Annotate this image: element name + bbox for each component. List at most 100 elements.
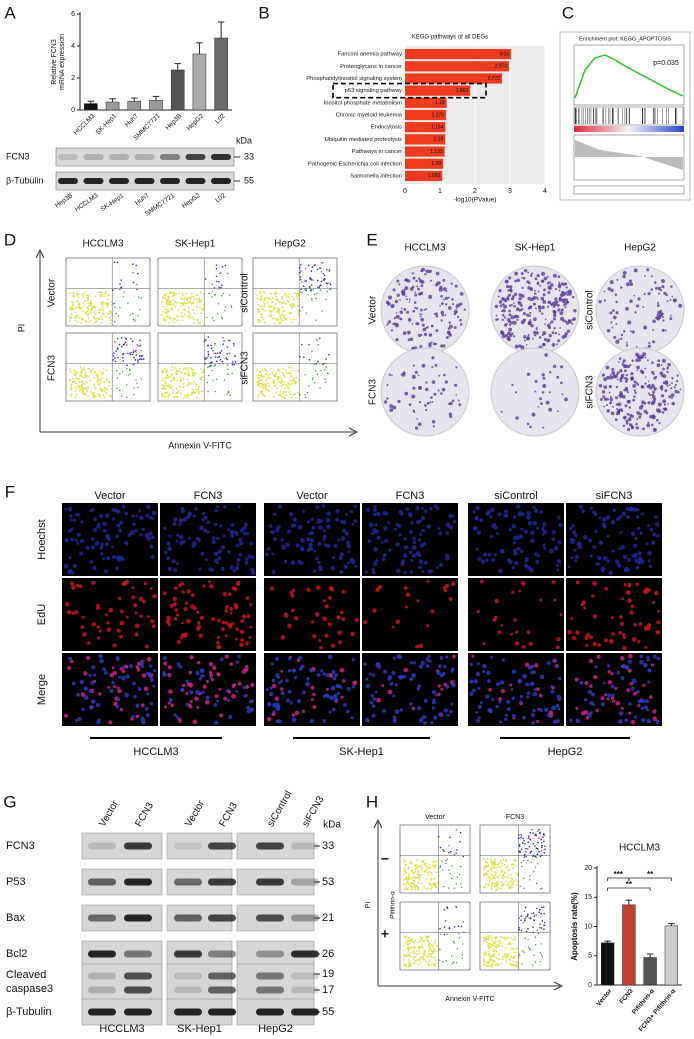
nucleus [163,526,167,530]
nucleus [518,700,523,704]
event-dot [428,953,431,955]
blot-band [256,986,284,994]
nucleus [229,662,234,667]
nucleus [546,660,551,665]
event-dot [496,945,499,947]
event-dot [259,298,262,301]
event-dot [112,352,115,354]
colony [517,301,520,304]
flow-plot [65,332,151,402]
nucleus [395,568,401,574]
nucleus [330,643,336,648]
nucleus [292,517,298,523]
event-dot [171,366,174,368]
nucleus [286,698,291,703]
event-dot [311,297,313,300]
event-dot [101,306,104,309]
nucleus [354,680,358,684]
nucleus [567,565,571,569]
colony [679,388,682,391]
event-dot [260,386,263,388]
value-label: 2.974 [495,64,508,70]
event-dot [87,308,90,311]
event-dot [503,864,506,866]
event-dot [88,367,91,370]
nucleus [111,554,116,559]
colony-well [490,265,580,355]
event-dot [453,926,456,928]
nucleus [216,699,220,703]
nucleus [533,688,537,692]
colony [529,425,532,429]
event-dot [84,376,87,379]
panel-letter: D [4,230,16,249]
event-dot [461,957,463,960]
colony [430,396,433,399]
event-dot [262,300,265,303]
nucleus [608,570,613,576]
colony [448,333,452,337]
event-dot [535,882,538,885]
event-dot [214,343,216,345]
nucleus [327,622,332,627]
event-dot [93,377,96,380]
event-dot [176,301,179,304]
event-dot [300,270,302,272]
event-dot [507,881,510,884]
nucleus [416,687,421,691]
event-dot [543,852,546,854]
event-dot [488,876,490,879]
blot-band [291,986,319,994]
colony [601,373,605,377]
event-dot [486,938,489,941]
nucleus [625,665,630,670]
event-dot [303,356,305,359]
nucleus [551,529,556,535]
nucleus [324,604,329,609]
colony [521,277,523,279]
event-dot [86,294,88,297]
nucleus [280,691,285,695]
nucleus [208,580,212,584]
event-dot [174,305,177,308]
micro-tile [264,578,360,651]
nucleus [218,687,222,691]
colony [657,402,662,407]
event-dot [537,932,540,935]
event-dot [410,946,413,949]
colony [564,306,567,309]
nucleus [311,525,316,529]
event-dot [489,958,492,961]
blot-band [208,914,236,922]
nucleus [212,665,217,671]
event-dot [489,935,491,937]
nucleus [515,630,519,634]
event-dot [455,962,458,964]
event-dot [75,316,78,318]
event-dot [529,875,531,877]
event-dot [165,301,168,303]
event-dot [403,858,405,861]
nucleus [364,717,370,722]
event-dot [84,311,87,314]
event-dot [532,912,535,914]
colony [454,284,458,288]
colony [559,311,564,316]
event-dot [76,296,79,299]
column-header: Vector [94,490,126,502]
nucleus [274,696,280,702]
event-dot [82,293,85,296]
colony [615,339,620,344]
event-dot [197,388,200,391]
event-dot [119,288,121,291]
event-dot [185,297,188,300]
nucleus [69,514,73,518]
nucleus [237,654,241,658]
colony [661,316,664,319]
significance-label: ** [626,880,633,889]
event-dot [412,951,414,954]
event-dot [513,951,516,953]
event-dot [524,906,527,909]
event-dot [434,950,437,952]
event-dot [519,885,521,888]
